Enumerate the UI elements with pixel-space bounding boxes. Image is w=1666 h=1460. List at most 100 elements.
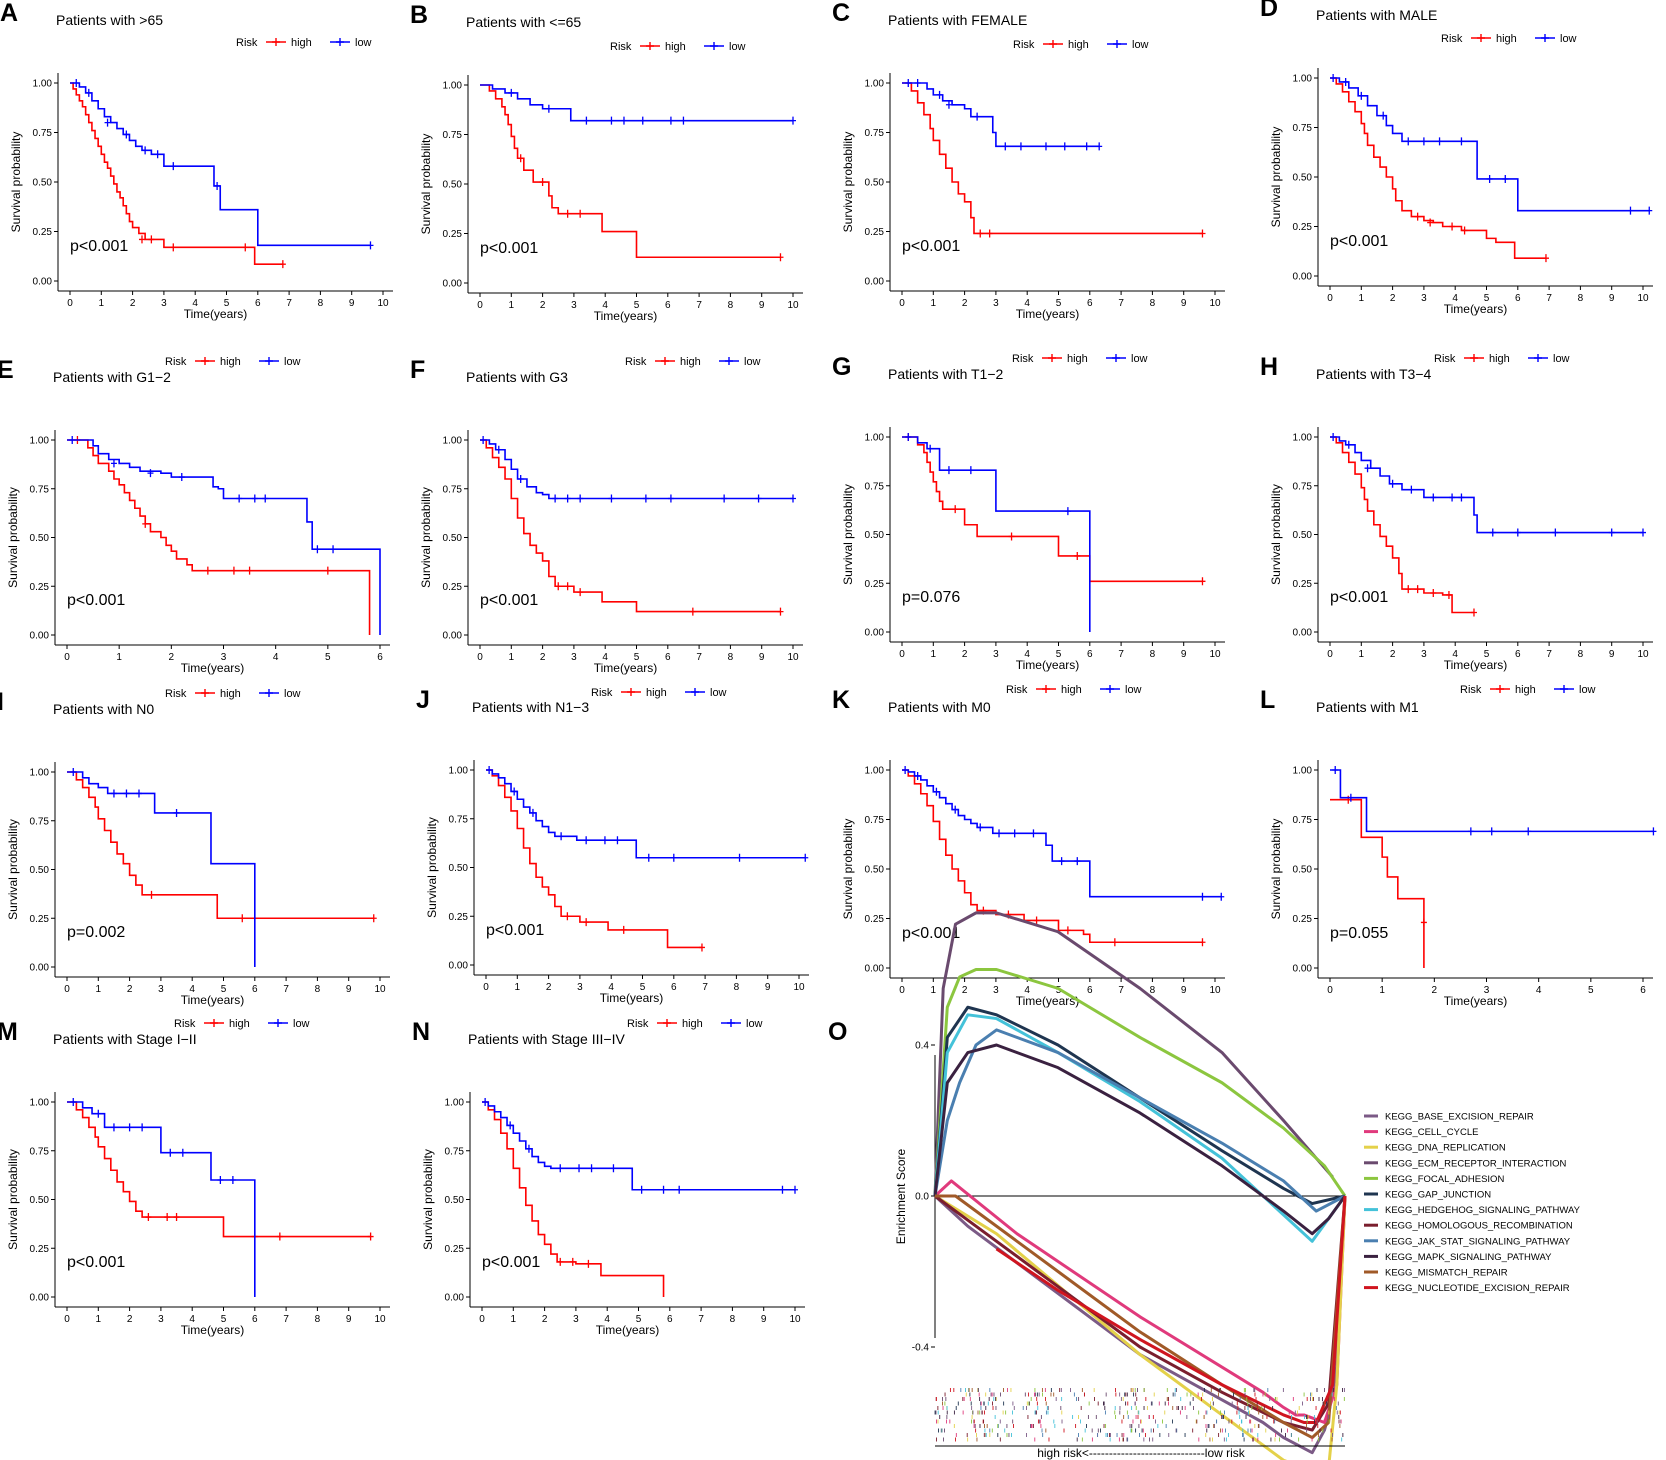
x-tick-label: 6: [1087, 649, 1093, 660]
censor-mark: [1008, 532, 1015, 541]
legend-label: KEGG_BASE_EXCISION_REPAIR: [1385, 1112, 1534, 1123]
censor-mark: [330, 545, 337, 554]
legend-low-marker: [727, 1019, 735, 1027]
censor-mark: [905, 79, 912, 87]
x-tick-label: 9: [759, 652, 765, 663]
x-tick-label: 0: [479, 1314, 485, 1325]
legend-low-label: low: [293, 1018, 310, 1030]
panel-title: Patients with <=65: [466, 14, 581, 30]
legend-high-marker: [663, 1019, 671, 1027]
censor-mark: [557, 1164, 564, 1173]
x-tick-label: 5: [1588, 985, 1594, 996]
km-curve-low: [480, 439, 793, 500]
x-tick-label: 3: [993, 649, 999, 660]
legend-high-marker: [1048, 354, 1056, 362]
x-tick-label: 2: [1390, 649, 1396, 660]
p-value: p<0.001: [70, 238, 128, 255]
censor-mark: [239, 914, 246, 923]
censor-mark: [1427, 218, 1434, 227]
x-tick-label: 1: [116, 652, 122, 663]
legend-high: high: [1043, 39, 1089, 51]
x-tick-label: 1: [1359, 293, 1365, 304]
p-value: p<0.001: [902, 238, 960, 255]
censor-mark: [495, 445, 502, 454]
series-high: [902, 433, 1206, 586]
km-curve-high: [67, 439, 371, 635]
censor-mark: [555, 582, 562, 591]
gsea-curve: [933, 1179, 1347, 1424]
x-tick-label: 7: [696, 652, 702, 663]
gsea-legend-item: KEGG_JAK_STAT_SIGNALING_PATHWAY: [1364, 1236, 1571, 1247]
gsea-legend-item: KEGG_HOMOLOGOUS_RECOMBINATION: [1364, 1221, 1573, 1232]
legend-label: KEGG_MAPK_SIGNALING_PATHWAY: [1385, 1252, 1552, 1263]
y-tick-label: 0.4: [915, 1041, 929, 1052]
p-value: p<0.001: [480, 592, 538, 609]
censor-mark: [242, 243, 249, 252]
y-tick-label: 0.00: [33, 277, 53, 288]
censor-mark: [986, 229, 993, 238]
legend-title: Risk: [165, 688, 187, 700]
x-tick-label: 9: [1181, 649, 1187, 660]
x-tick-label: 9: [349, 298, 355, 309]
legend-high-marker: [210, 1019, 218, 1027]
censor-mark: [952, 505, 959, 514]
panel-letter: K: [832, 686, 850, 714]
legend-high-label: high: [229, 1018, 250, 1030]
x-tick-label: 5: [1056, 298, 1062, 309]
censor-mark: [1458, 493, 1465, 502]
censor-mark: [545, 104, 552, 113]
series-high: [902, 82, 1206, 238]
censor-mark: [802, 853, 809, 862]
y-tick-label: 1.00: [449, 766, 469, 777]
x-axis-title: Time(years): [184, 307, 248, 321]
x-tick-label: 4: [189, 984, 195, 995]
km-panel-d: D Patients with MALE Risk high low 0.00 0.25 0.…: [1260, 0, 1653, 316]
censor-mark: [583, 116, 590, 125]
y-axis-title: Survival probability: [841, 132, 855, 233]
legend-label: KEGG_CELL_CYCLE: [1385, 1127, 1478, 1138]
panel-title: Patients with T3−4: [1316, 366, 1432, 382]
x-tick-label: 8: [728, 652, 734, 663]
censor-mark: [230, 566, 237, 575]
gsea-legend-item: KEGG_ECM_RECEPTOR_INTERACTION: [1364, 1158, 1567, 1169]
censor-mark: [614, 836, 621, 845]
x-tick-label: 2: [540, 300, 546, 311]
km-curve-high: [482, 1101, 665, 1297]
censor-mark: [1430, 589, 1437, 597]
censor-mark: [170, 162, 177, 171]
censor-mark: [1199, 938, 1206, 947]
series-low: [486, 766, 809, 862]
x-axis-title: Time(years): [181, 993, 245, 1007]
censor-mark: [70, 768, 77, 776]
legend-title: Risk: [1434, 353, 1456, 365]
x-tick-label: 3: [158, 1314, 164, 1325]
y-tick-label: 0.50: [30, 533, 50, 544]
censor-mark: [148, 235, 155, 244]
legend-low-label: low: [1132, 39, 1149, 51]
x-tick-label: 5: [640, 982, 646, 993]
x-tick-label: 7: [696, 300, 702, 311]
y-tick-label: 0.75: [445, 1146, 465, 1157]
x-tick-label: 0: [477, 652, 483, 663]
x-tick-label: 4: [602, 652, 608, 663]
legend-title: Risk: [610, 41, 632, 53]
legend-low-marker: [725, 357, 733, 365]
km-curve-low: [1330, 769, 1654, 833]
x-tick-label: 8: [730, 1314, 736, 1325]
censor-mark: [110, 1123, 117, 1132]
censor-mark: [680, 116, 687, 125]
legend-label: KEGG_JAK_STAT_SIGNALING_PATHWAY: [1385, 1236, 1571, 1247]
series-low: [902, 766, 1225, 901]
x-axis-title: Time(years): [1016, 307, 1080, 321]
y-tick-label: 1.00: [443, 436, 463, 447]
x-tick-label: 7: [698, 1314, 704, 1325]
x-tick-label: 8: [1150, 985, 1156, 996]
censor-mark: [698, 943, 705, 952]
x-tick-label: 8: [1150, 298, 1156, 309]
legend-low-marker: [1534, 354, 1542, 362]
x-tick-label: 3: [571, 652, 577, 663]
legend: Risk high low: [165, 688, 301, 700]
censor-mark: [577, 494, 584, 503]
censor-mark: [1461, 226, 1468, 235]
